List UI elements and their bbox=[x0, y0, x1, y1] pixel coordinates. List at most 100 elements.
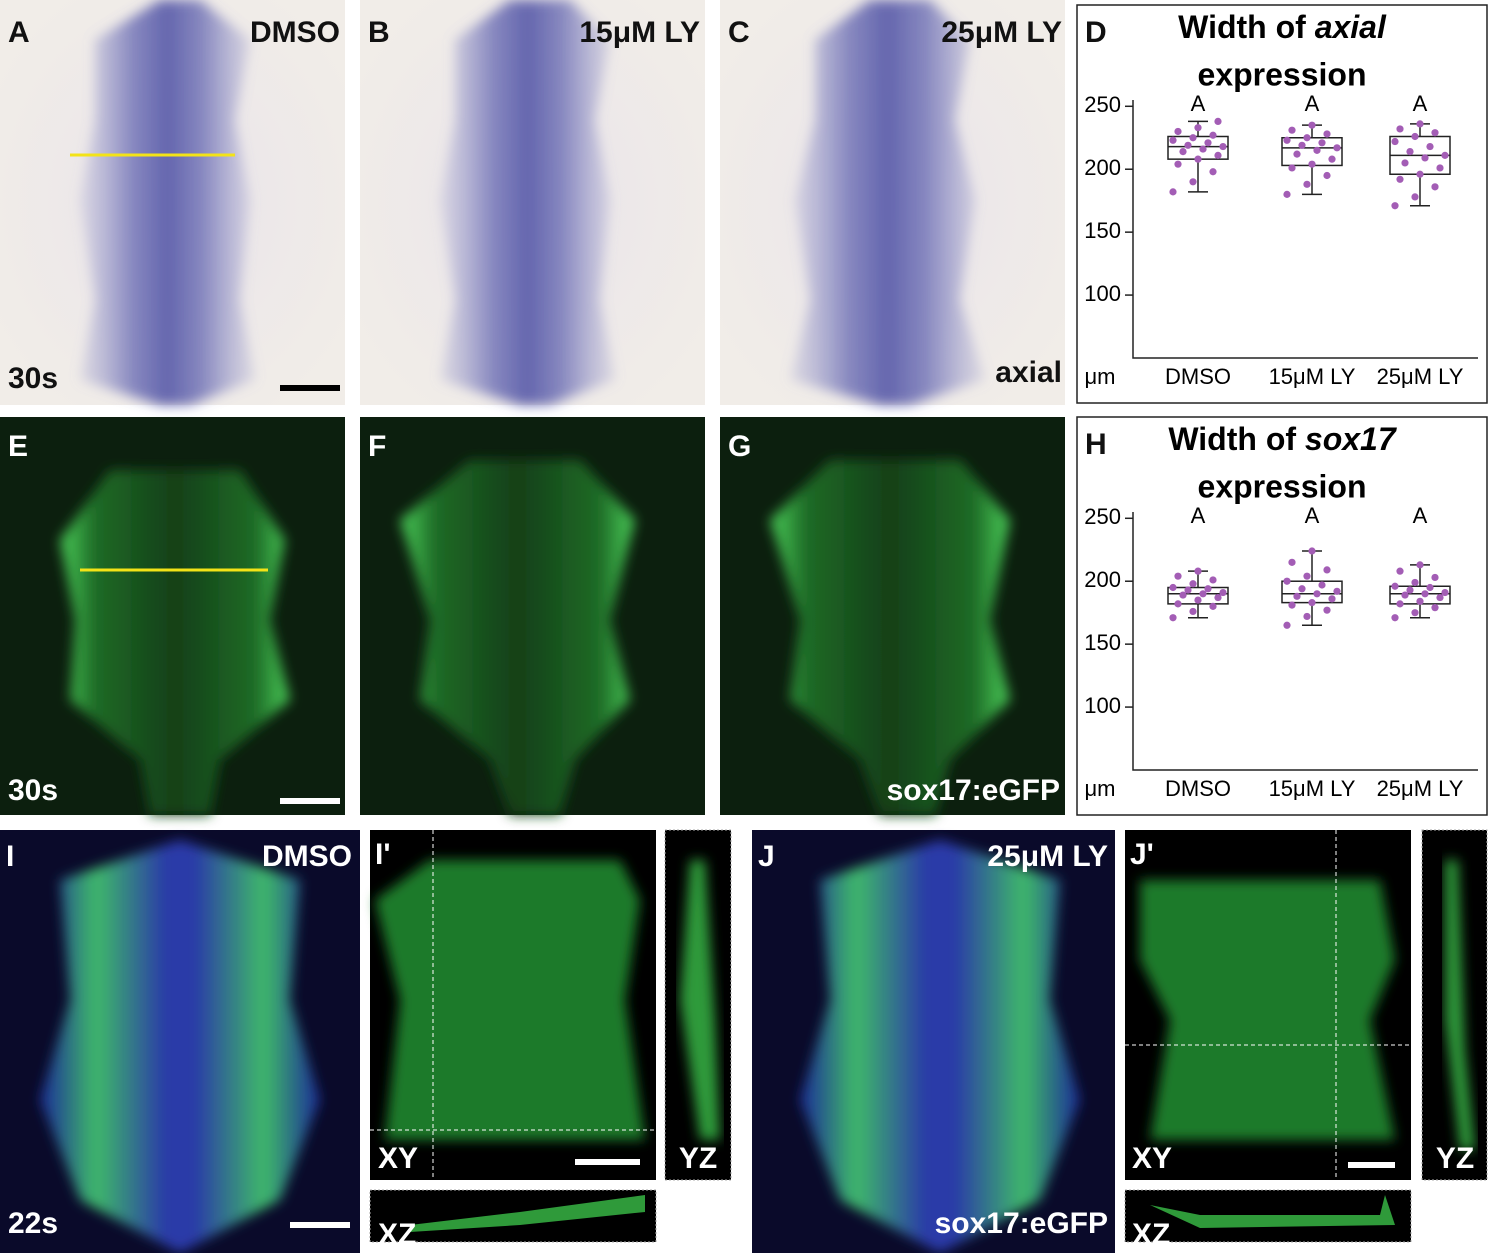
data-point bbox=[1214, 117, 1222, 125]
panel-a: A DMSO 30s bbox=[0, 0, 345, 405]
x-tick-label: DMSO bbox=[1165, 776, 1231, 801]
panel-label: E bbox=[8, 430, 28, 463]
panel-i: I DMSO 22s bbox=[0, 830, 360, 1253]
condition-label: DMSO bbox=[262, 840, 352, 873]
data-point bbox=[1313, 590, 1321, 598]
data-point bbox=[1179, 148, 1187, 156]
data-point bbox=[1416, 170, 1424, 178]
panel-i-prime: I' XY YZ XZ bbox=[369, 829, 732, 1251]
axis bbox=[1132, 100, 1478, 359]
data-point bbox=[1426, 142, 1434, 151]
data-point bbox=[1333, 587, 1341, 595]
data-point bbox=[1209, 131, 1217, 139]
panel-label: F bbox=[368, 430, 386, 463]
data-point bbox=[1323, 171, 1331, 180]
data-point bbox=[1313, 146, 1321, 154]
stage-label: 30s bbox=[8, 362, 58, 395]
data-point bbox=[1318, 581, 1326, 589]
data-point bbox=[1174, 600, 1182, 608]
panel-label: I' bbox=[375, 838, 390, 871]
y-tick-label: 200 bbox=[1084, 567, 1121, 592]
data-point bbox=[1214, 593, 1222, 602]
panel-g: G sox17:eGFP bbox=[720, 417, 1065, 815]
data-point bbox=[1214, 151, 1222, 159]
data-point bbox=[1426, 583, 1434, 592]
condition-label: 25μM LY bbox=[987, 840, 1108, 873]
data-point bbox=[1303, 180, 1311, 188]
data-point bbox=[1431, 573, 1439, 582]
data-point bbox=[1391, 582, 1399, 590]
data-point bbox=[1308, 121, 1316, 129]
chart-title: expression bbox=[1198, 56, 1367, 92]
data-point bbox=[1169, 136, 1177, 144]
marker-label: sox17:eGFP bbox=[935, 1207, 1108, 1240]
data-point bbox=[1194, 155, 1202, 163]
panel-j: J 25μM LY sox17:eGFP bbox=[752, 830, 1115, 1253]
box bbox=[1167, 586, 1229, 605]
data-point bbox=[1406, 148, 1414, 156]
data-point bbox=[1189, 134, 1197, 142]
data-point bbox=[1283, 621, 1291, 629]
significance-letter: A bbox=[1305, 91, 1320, 116]
data-point bbox=[1431, 129, 1439, 137]
data-point bbox=[1288, 558, 1296, 566]
condition-label: DMSO bbox=[250, 16, 340, 49]
data-point bbox=[1169, 188, 1177, 196]
significance-letter: A bbox=[1413, 91, 1428, 116]
data-point bbox=[1421, 590, 1429, 598]
data-point bbox=[1411, 609, 1419, 617]
data-point bbox=[1288, 126, 1296, 134]
data-point bbox=[1323, 566, 1331, 574]
view-label: XY bbox=[1132, 1142, 1172, 1175]
data-point bbox=[1189, 580, 1197, 588]
view-label: XY bbox=[378, 1142, 418, 1175]
panel-label: A bbox=[8, 16, 30, 49]
panel-label: J bbox=[758, 840, 775, 873]
data-point bbox=[1411, 132, 1419, 141]
y-unit: μm bbox=[1084, 364, 1115, 389]
view-label: YZ bbox=[679, 1142, 717, 1175]
data-point bbox=[1283, 577, 1291, 585]
x-tick-label: 15μM LY bbox=[1269, 364, 1356, 389]
panel-label: H bbox=[1085, 428, 1107, 461]
data-point bbox=[1283, 136, 1291, 144]
data-point bbox=[1194, 567, 1202, 575]
data-point bbox=[1288, 601, 1296, 609]
stage-label: 22s bbox=[8, 1207, 58, 1240]
significance-letter: A bbox=[1191, 91, 1206, 116]
data-point bbox=[1308, 547, 1316, 555]
condition-label: 25μM LY bbox=[941, 16, 1062, 49]
chart-title: expression bbox=[1198, 468, 1367, 504]
panel-label: B bbox=[368, 16, 390, 49]
x-tick-label: DMSO bbox=[1165, 364, 1231, 389]
y-tick-label: 250 bbox=[1084, 504, 1121, 529]
data-point bbox=[1323, 606, 1331, 614]
data-point bbox=[1396, 175, 1404, 183]
data-point bbox=[1298, 141, 1306, 149]
data-point bbox=[1293, 592, 1301, 600]
panel-e: E 30s bbox=[0, 417, 345, 815]
y-tick-label: 150 bbox=[1084, 630, 1121, 655]
data-point bbox=[1219, 588, 1227, 597]
condition-label: 15μM LY bbox=[579, 16, 700, 49]
panel-f: F bbox=[360, 417, 705, 815]
data-point bbox=[1174, 160, 1182, 168]
title-gene: sox17 bbox=[1305, 421, 1398, 457]
data-point bbox=[1199, 590, 1207, 598]
x-tick-label: 15μM LY bbox=[1269, 776, 1356, 801]
panel-label: C bbox=[728, 16, 750, 49]
panel-b: B 15μM LY bbox=[360, 0, 705, 405]
y-tick-label: 100 bbox=[1084, 281, 1121, 306]
data-point bbox=[1436, 593, 1444, 602]
data-point bbox=[1184, 586, 1192, 594]
data-point bbox=[1441, 588, 1449, 597]
y-unit: μm bbox=[1084, 776, 1115, 801]
data-point bbox=[1396, 567, 1404, 575]
data-point bbox=[1416, 597, 1424, 605]
data-point bbox=[1411, 193, 1419, 201]
chart: D Width of axial expression 100 150 200 250 μm D… bbox=[1076, 4, 1488, 404]
data-point bbox=[1303, 134, 1311, 142]
panel-j-prime: J' XY YZ XZ bbox=[1124, 829, 1488, 1251]
panel-label: I bbox=[6, 840, 14, 873]
